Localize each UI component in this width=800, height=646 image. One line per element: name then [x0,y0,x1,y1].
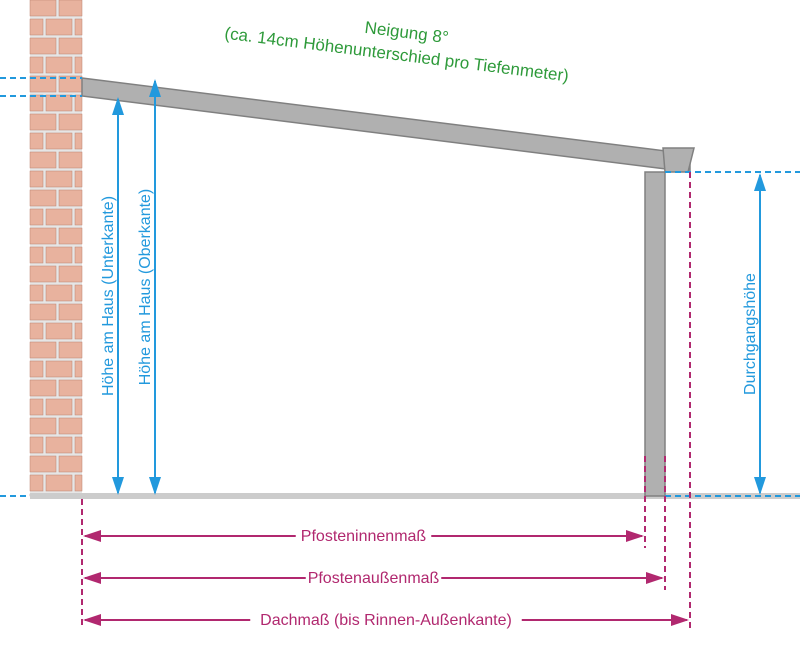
ground [30,493,800,499]
label-roof-dim: Dachmaß (bis Rinnen-Außenkante) [260,612,512,629]
gutter [663,148,694,172]
roof-beam [82,78,690,172]
post [645,172,665,496]
label-height-unterkante: Höhe am Haus (Unterkante) [100,196,117,396]
label-clearance: Durchgangshöhe [742,273,759,395]
label-height-oberkante: Höhe am Haus (Oberkante) [137,189,154,386]
label-outer-post: Pfostenaußenmaß [308,570,440,587]
label-inner-post: Pfosteninnenmaß [301,528,427,545]
brick-wall [30,0,82,496]
